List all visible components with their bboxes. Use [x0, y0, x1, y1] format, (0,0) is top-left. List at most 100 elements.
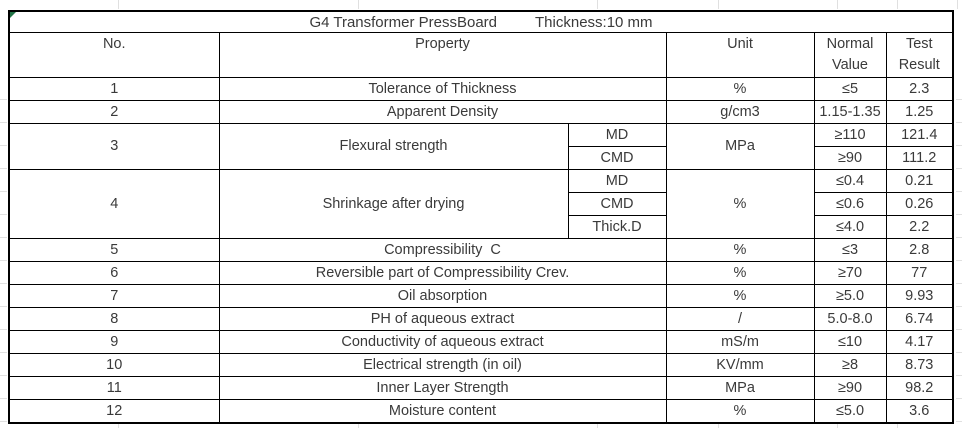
sub-property-cell[interactable]: CMD: [567, 192, 667, 216]
product-title: G4 Transformer PressBoard: [309, 13, 498, 31]
test-result-cell[interactable]: 0.21: [885, 169, 954, 193]
normal-value-cell[interactable]: ≥90: [813, 376, 887, 400]
sheet-gridline: [956, 77, 962, 423]
sheet-gridline: [597, 423, 598, 428]
normal-value-cell[interactable]: 5.0-8.0: [813, 307, 887, 331]
no-cell[interactable]: 2: [8, 100, 220, 124]
unit-cell[interactable]: %: [665, 261, 815, 285]
test-result-cell[interactable]: 121.4: [885, 123, 954, 147]
table-row: 10 Electrical strength (in oil) KV/mm ≥8…: [8, 353, 954, 377]
table-row: CMD ≥90 111.2: [9, 146, 954, 170]
property-cell[interactable]: Inner Layer Strength: [218, 376, 667, 400]
test-result-cell[interactable]: 2.3: [885, 77, 954, 101]
test-result-cell[interactable]: 6.74: [885, 307, 954, 331]
test-result-cell[interactable]: 2.8: [885, 238, 954, 262]
no-cell[interactable]: 11: [8, 376, 220, 400]
normal-value-cell[interactable]: ≤4.0: [813, 215, 887, 239]
property-cell[interactable]: Apparent Density: [218, 100, 667, 124]
sheet-gridline: [118, 0, 119, 9]
normal-value-cell[interactable]: ≤5: [813, 77, 887, 101]
sheet-gridline: [358, 423, 359, 428]
table-row: 7 Oil absorption % ≥5.0 9.93: [8, 284, 954, 308]
unit-cell[interactable]: mS/m: [665, 330, 815, 354]
normal-value-cell[interactable]: ≤0.4: [813, 169, 887, 193]
unit-cell[interactable]: %: [665, 169, 815, 239]
no-cell[interactable]: 9: [8, 330, 220, 354]
header-property-cell[interactable]: Property: [218, 32, 667, 78]
no-cell[interactable]: 12: [8, 399, 220, 424]
normal-value-cell[interactable]: ≤3: [813, 238, 887, 262]
no-cell[interactable]: 7: [8, 284, 220, 308]
property-cell[interactable]: Tolerance of Thickness: [218, 77, 667, 101]
unit-cell[interactable]: %: [665, 238, 815, 262]
table-row: CMD ≤0.6 0.26: [9, 192, 954, 216]
unit-cell[interactable]: KV/mm: [665, 353, 815, 377]
normal-value-cell[interactable]: ≥110: [813, 123, 887, 147]
header-unit-cell[interactable]: Unit: [665, 32, 815, 78]
test-result-cell[interactable]: 98.2: [885, 376, 954, 400]
sheet-gridline: [358, 0, 359, 9]
normal-value-cell[interactable]: 1.15-1.35: [813, 100, 887, 124]
no-cell[interactable]: 5: [8, 238, 220, 262]
property-cell[interactable]: Conductivity of aqueous extract: [218, 330, 667, 354]
property-cell[interactable]: Oil absorption: [218, 284, 667, 308]
unit-cell[interactable]: %: [665, 77, 815, 101]
table-row: 3 Flexural strength MD MPa ≥110 121.4: [8, 123, 954, 170]
property-cell[interactable]: Flexural strength: [218, 123, 569, 170]
sheet-gridline: [0, 77, 7, 423]
test-result-cell[interactable]: 2.2: [885, 215, 954, 239]
test-result-cell[interactable]: 1.25: [885, 100, 954, 124]
table-row: 8 PH of aqueous extract / 5.0-8.0 6.74: [8, 307, 954, 331]
no-cell[interactable]: 8: [8, 307, 220, 331]
test-result-cell[interactable]: 4.17: [885, 330, 954, 354]
table-row: 1 Tolerance of Thickness % ≤5 2.3: [8, 77, 954, 101]
normal-value-cell[interactable]: ≥70: [813, 261, 887, 285]
table-row: 5 Compressibility C % ≤3 2.8: [8, 238, 954, 262]
sub-property-cell[interactable]: Thick.D: [567, 215, 667, 239]
header-normal-value-cell[interactable]: Normal Value: [813, 32, 887, 78]
property-cell[interactable]: Shrinkage after drying: [218, 169, 569, 239]
property-cell[interactable]: Moisture content: [218, 399, 667, 424]
unit-cell[interactable]: %: [665, 284, 815, 308]
unit-cell[interactable]: MPa: [665, 376, 815, 400]
unit-cell[interactable]: %: [665, 399, 815, 424]
no-cell[interactable]: 3: [8, 123, 220, 170]
property-cell[interactable]: Reversible part of Compressibility Crev.: [218, 261, 667, 285]
no-cell[interactable]: 6: [8, 261, 220, 285]
test-result-cell[interactable]: 9.93: [885, 284, 954, 308]
sub-property-cell[interactable]: CMD: [567, 146, 667, 170]
pressboard-spec-table: G4 Transformer PressBoard Thickness:10 mm…: [8, 10, 954, 424]
test-result-cell[interactable]: 77: [885, 261, 954, 285]
test-result-cell[interactable]: 8.73: [885, 353, 954, 377]
test-result-cell[interactable]: 111.2: [885, 146, 954, 170]
sheet-gridline: [597, 0, 598, 9]
test-result-cell[interactable]: 0.26: [885, 192, 954, 216]
table-row: 2 Apparent Density g/cm3 1.15-1.35 1.25: [8, 100, 954, 124]
sub-property-cell[interactable]: MD: [567, 123, 667, 147]
normal-value-cell[interactable]: ≤0.6: [813, 192, 887, 216]
normal-value-cell[interactable]: ≥90: [813, 146, 887, 170]
normal-value-cell[interactable]: ≥5.0: [813, 284, 887, 308]
normal-value-cell[interactable]: ≤10: [813, 330, 887, 354]
unit-cell[interactable]: MPa: [665, 123, 815, 170]
test-result-cell[interactable]: 3.6: [885, 399, 954, 424]
property-cell[interactable]: Compressibility C: [218, 238, 667, 262]
table-title-cell[interactable]: G4 Transformer PressBoard Thickness:10 mm: [8, 10, 954, 33]
header-test-result-cell[interactable]: Test Result: [885, 32, 954, 78]
unit-cell[interactable]: g/cm3: [665, 100, 815, 124]
sheet-gridline: [718, 0, 719, 9]
property-cell[interactable]: Electrical strength (in oil): [218, 353, 667, 377]
sheet-gridline: [957, 0, 958, 9]
property-cell[interactable]: PH of aqueous extract: [218, 307, 667, 331]
header-no-cell[interactable]: No.: [8, 32, 220, 78]
no-cell[interactable]: 1: [8, 77, 220, 101]
no-cell[interactable]: 4: [8, 169, 220, 239]
table-row: G4 Transformer PressBoard Thickness:10 mm: [8, 10, 954, 33]
cell-error-indicator-icon: [10, 12, 16, 18]
no-cell[interactable]: 10: [8, 353, 220, 377]
sub-property-cell[interactable]: MD: [567, 169, 667, 193]
normal-value-cell[interactable]: ≥8: [813, 353, 887, 377]
normal-value-cell[interactable]: ≤5.0: [813, 399, 887, 424]
unit-cell[interactable]: /: [665, 307, 815, 331]
table-row: 9 Conductivity of aqueous extract mS/m ≤…: [8, 330, 954, 354]
